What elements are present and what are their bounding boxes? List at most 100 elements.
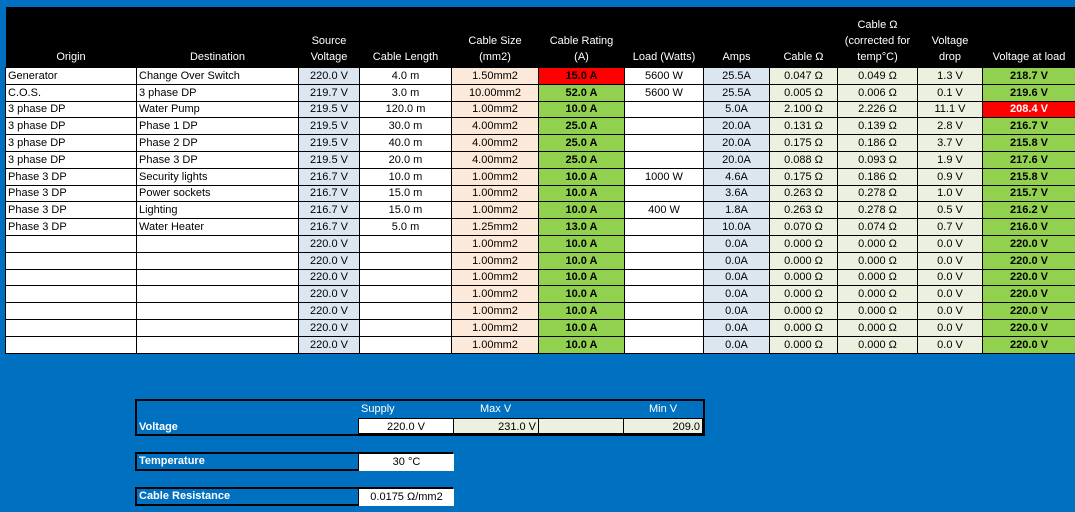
voltage-at-load-cell[interactable]: 208.4 V <box>982 100 1075 119</box>
cable-ohm-corrected-cell[interactable]: 0.186 Ω <box>837 167 918 186</box>
cable-ohm-corrected-cell[interactable]: 0.000 Ω <box>837 302 918 320</box>
cable-ohm-cell[interactable]: 0.000 Ω <box>769 318 838 337</box>
cable-size-cell[interactable]: 1.00mm2 <box>451 234 539 253</box>
destination-cell[interactable] <box>136 335 299 354</box>
load-watts-cell[interactable]: 1000 W <box>624 167 704 186</box>
destination-cell[interactable]: Phase 3 DP <box>136 150 299 169</box>
load-watts-cell[interactable] <box>624 285 704 304</box>
source-voltage-cell[interactable]: 220.0 V <box>298 335 360 354</box>
voltage-drop-cell[interactable]: 0.0 V <box>917 285 983 304</box>
col-header-source-voltage[interactable]: Source Voltage <box>298 7 360 68</box>
source-voltage-cell[interactable]: 220.0 V <box>298 234 360 253</box>
col-header-amps[interactable]: Amps <box>703 7 770 68</box>
cable-ohm-cell[interactable]: 0.000 Ω <box>769 335 838 354</box>
cable-rating-cell[interactable]: 10.0 A <box>538 251 625 270</box>
source-voltage-cell[interactable]: 216.7 V <box>298 218 360 236</box>
amps-cell[interactable]: 0.0A <box>703 285 770 304</box>
origin-cell[interactable]: 3 phase DP <box>5 150 137 169</box>
cable-length-cell[interactable] <box>359 268 452 287</box>
cable-length-cell[interactable] <box>359 318 452 337</box>
cable-ohm-corrected-cell[interactable]: 0.074 Ω <box>837 218 918 236</box>
cable-size-cell[interactable]: 1.00mm2 <box>451 285 539 304</box>
cable-size-cell[interactable]: 1.25mm2 <box>451 218 539 236</box>
amps-cell[interactable]: 0.0A <box>703 318 770 337</box>
voltage-at-load-cell[interactable]: 215.7 V <box>982 184 1075 203</box>
voltage-at-load-cell[interactable]: 220.0 V <box>982 335 1075 354</box>
amps-cell[interactable]: 0.0A <box>703 251 770 270</box>
cable-ohm-cell[interactable]: 0.175 Ω <box>769 167 838 186</box>
amps-cell[interactable]: 10.0A <box>703 218 770 236</box>
voltage-at-load-cell[interactable]: 220.0 V <box>982 251 1075 270</box>
cable-rating-cell[interactable]: 10.0 A <box>538 335 625 354</box>
load-watts-cell[interactable] <box>624 134 704 152</box>
load-watts-cell[interactable] <box>624 218 704 236</box>
destination-cell[interactable]: Phase 2 DP <box>136 134 299 152</box>
source-voltage-cell[interactable]: 220.0 V <box>298 268 360 287</box>
cable-rating-cell[interactable]: 10.0 A <box>538 234 625 253</box>
source-voltage-cell[interactable]: 216.7 V <box>298 201 360 220</box>
source-voltage-cell[interactable]: 216.7 V <box>298 184 360 203</box>
cable-rating-cell[interactable]: 10.0 A <box>538 100 625 119</box>
voltage-drop-cell[interactable]: 0.0 V <box>917 268 983 287</box>
cable-ohm-corrected-cell[interactable]: 0.000 Ω <box>837 268 918 287</box>
voltage-at-load-cell[interactable]: 216.0 V <box>982 218 1075 236</box>
origin-cell[interactable]: 3 phase DP <box>5 117 137 136</box>
cable-size-cell[interactable]: 1.00mm2 <box>451 302 539 320</box>
cable-ohm-corrected-cell[interactable]: 0.000 Ω <box>837 251 918 270</box>
cable-size-cell[interactable]: 1.00mm2 <box>451 268 539 287</box>
cable-rating-cell[interactable]: 10.0 A <box>538 184 625 203</box>
origin-cell[interactable]: Phase 3 DP <box>5 201 137 220</box>
voltage-drop-cell[interactable]: 0.9 V <box>917 167 983 186</box>
voltage-drop-cell[interactable]: 0.0 V <box>917 302 983 320</box>
cable-ohm-cell[interactable]: 0.070 Ω <box>769 218 838 236</box>
source-voltage-cell[interactable]: 220.0 V <box>298 67 360 85</box>
cable-length-cell[interactable]: 5.0 m <box>359 218 452 236</box>
origin-cell[interactable] <box>5 318 137 337</box>
cable-ohm-cell[interactable]: 0.175 Ω <box>769 134 838 152</box>
voltage-drop-cell[interactable]: 0.1 V <box>917 83 983 102</box>
amps-cell[interactable]: 25.5A <box>703 67 770 85</box>
cable-length-cell[interactable]: 15.0 m <box>359 184 452 203</box>
cable-size-cell[interactable]: 1.00mm2 <box>451 167 539 186</box>
cable-ohm-corrected-cell[interactable]: 0.186 Ω <box>837 134 918 152</box>
cable-ohm-corrected-cell[interactable]: 0.278 Ω <box>837 201 918 220</box>
cable-size-cell[interactable]: 4.00mm2 <box>451 134 539 152</box>
cable-rating-cell[interactable]: 10.0 A <box>538 318 625 337</box>
voltage-drop-cell[interactable]: 0.5 V <box>917 201 983 220</box>
cable-ohm-corrected-cell[interactable]: 2.226 Ω <box>837 100 918 119</box>
col-header-destination[interactable]: Destination <box>136 7 299 68</box>
destination-cell[interactable] <box>136 251 299 270</box>
voltage-at-load-cell[interactable]: 215.8 V <box>982 134 1075 152</box>
source-voltage-cell[interactable]: 220.0 V <box>298 285 360 304</box>
amps-cell[interactable]: 20.0A <box>703 117 770 136</box>
load-watts-cell[interactable] <box>624 251 704 270</box>
origin-cell[interactable]: Phase 3 DP <box>5 184 137 203</box>
cable-ohm-corrected-cell[interactable]: 0.006 Ω <box>837 83 918 102</box>
cable-length-cell[interactable]: 4.0 m <box>359 67 452 85</box>
cable-rating-cell[interactable]: 52.0 A <box>538 83 625 102</box>
load-watts-cell[interactable] <box>624 234 704 253</box>
cable-size-cell[interactable]: 1.00mm2 <box>451 100 539 119</box>
cable-length-cell[interactable]: 10.0 m <box>359 167 452 186</box>
voltage-at-load-cell[interactable]: 216.7 V <box>982 117 1075 136</box>
cable-ohm-cell[interactable]: 0.000 Ω <box>769 285 838 304</box>
amps-cell[interactable]: 5.0A <box>703 100 770 119</box>
voltage-at-load-cell[interactable]: 220.0 V <box>982 318 1075 337</box>
voltage-at-load-cell[interactable]: 217.6 V <box>982 150 1075 169</box>
load-watts-cell[interactable] <box>624 150 704 169</box>
cable-rating-cell[interactable]: 10.0 A <box>538 285 625 304</box>
cable-size-cell[interactable]: 1.00mm2 <box>451 335 539 354</box>
load-watts-cell[interactable] <box>624 117 704 136</box>
cable-size-cell[interactable]: 1.00mm2 <box>451 201 539 220</box>
col-header-voltage-drop[interactable]: Voltage drop <box>917 7 983 68</box>
load-watts-cell[interactable]: 5600 W <box>624 83 704 102</box>
origin-cell[interactable] <box>5 234 137 253</box>
col-header-cable-ohm[interactable]: Cable Ω <box>769 7 838 68</box>
origin-cell[interactable] <box>5 285 137 304</box>
voltage-drop-cell[interactable]: 0.0 V <box>917 251 983 270</box>
cable-rating-cell[interactable]: 10.0 A <box>538 268 625 287</box>
cable-size-cell[interactable]: 4.00mm2 <box>451 117 539 136</box>
cable-ohm-cell[interactable]: 2.100 Ω <box>769 100 838 119</box>
voltage-at-load-cell[interactable]: 220.0 V <box>982 268 1075 287</box>
col-header-voltage-at-load[interactable]: Voltage at load <box>982 7 1075 68</box>
